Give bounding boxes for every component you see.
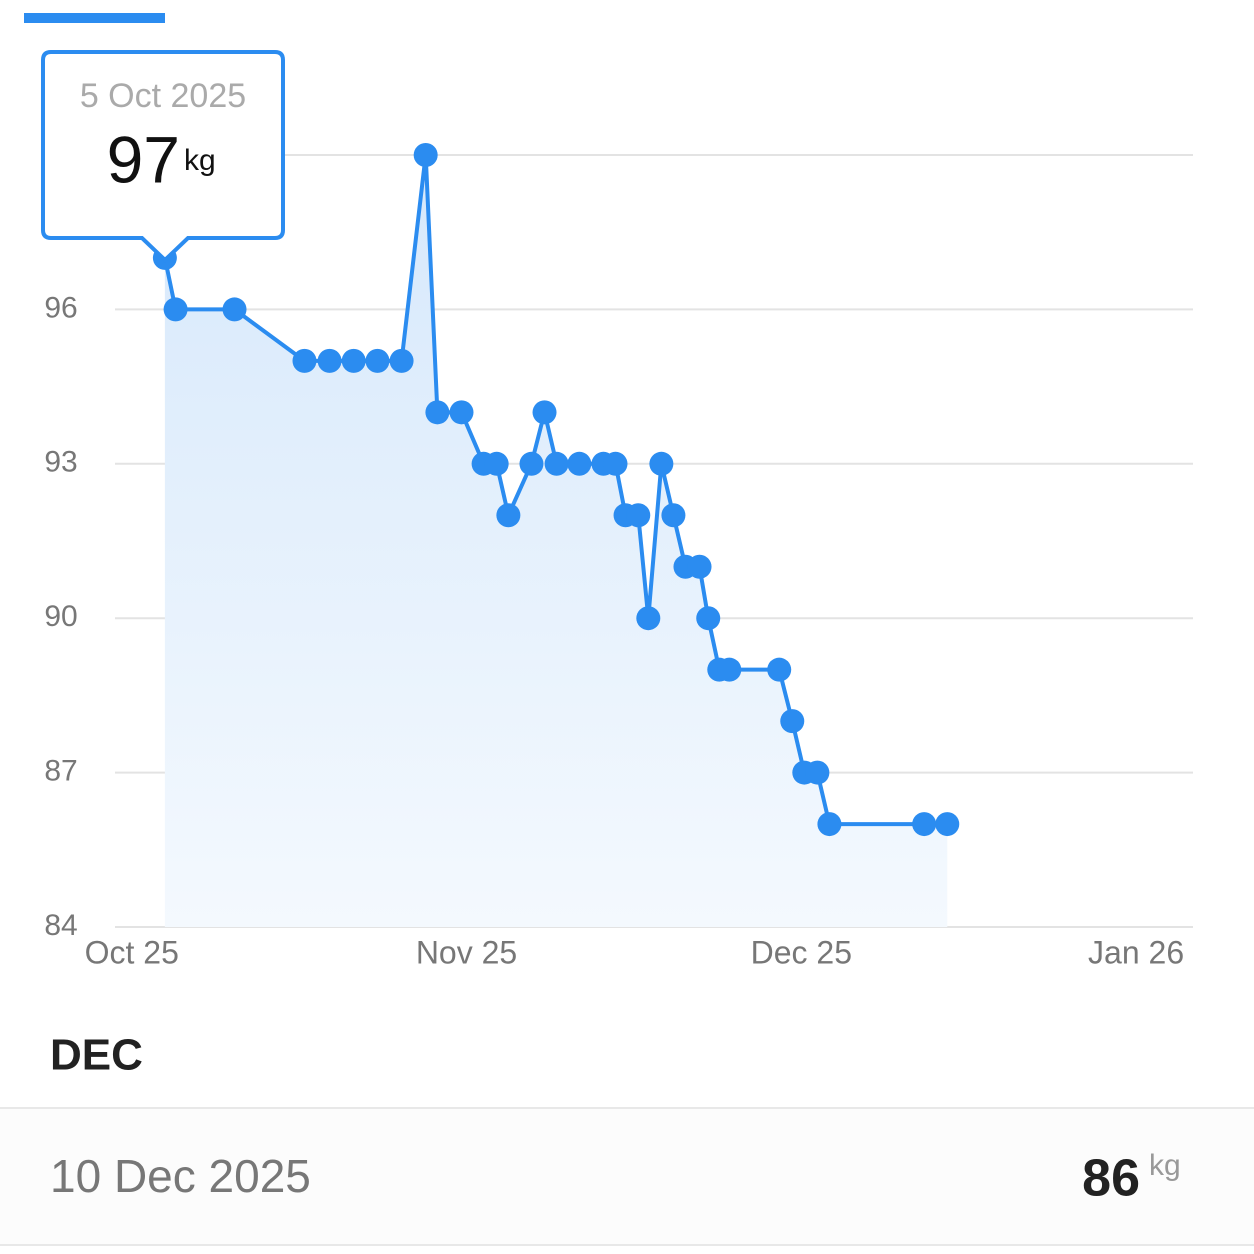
point [317, 348, 342, 373]
point [222, 297, 247, 322]
area [164, 155, 948, 927]
point [817, 812, 842, 837]
point [544, 451, 569, 476]
point [413, 143, 438, 167]
point [532, 400, 557, 425]
y-tick-label: 90 [44, 600, 77, 633]
point [805, 760, 830, 785]
x-tick-label: Dec 25 [751, 934, 852, 970]
point [163, 297, 188, 322]
entry-row[interactable] [0, 1108, 1254, 1245]
y-tick-label: 87 [44, 755, 77, 788]
point [449, 400, 474, 425]
x-tick-label: Oct 25 [85, 934, 179, 970]
point [567, 451, 592, 476]
point [935, 812, 960, 837]
point [661, 503, 686, 528]
point [341, 348, 366, 373]
point [636, 606, 661, 631]
point [767, 657, 792, 682]
y-tick-label: 96 [44, 291, 77, 324]
tooltip-value: 97 [107, 122, 180, 196]
tab-indicator [24, 13, 165, 23]
tooltip-unit: kg [184, 144, 216, 177]
entry-value: 86 [1082, 1150, 1140, 1208]
point [425, 400, 450, 425]
y-tick-label: 84 [44, 909, 77, 942]
tooltip-box [41, 50, 285, 263]
point [626, 503, 651, 528]
point [717, 657, 742, 682]
point [780, 709, 805, 734]
entry-date: 10 Dec 2025 [50, 1150, 311, 1202]
point [696, 606, 721, 631]
x-tick-label: Jan 26 [1088, 934, 1184, 970]
chart: 84 87 90 93 96 Oct 25 Nov 25 Dec 25 Jan 26 [44, 143, 1193, 970]
point [912, 812, 937, 837]
point [687, 554, 712, 579]
point [496, 503, 521, 528]
point [519, 451, 544, 476]
entry-unit: kg [1149, 1149, 1181, 1182]
point [292, 348, 317, 373]
point [603, 451, 628, 476]
tooltip-date: 5 Oct 2025 [80, 77, 246, 115]
point [365, 348, 390, 373]
point [484, 451, 509, 476]
x-tick-label: Nov 25 [416, 934, 517, 970]
point [649, 451, 674, 476]
point [389, 348, 414, 373]
section-title: DEC [50, 1031, 143, 1080]
tooltip: 5 Oct 2025 97 kg [41, 50, 285, 263]
y-tick-label: 93 [44, 446, 77, 479]
